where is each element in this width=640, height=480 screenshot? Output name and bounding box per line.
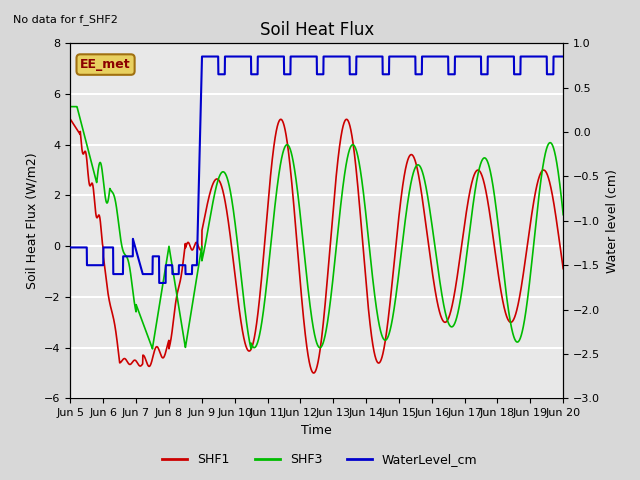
Y-axis label: Water level (cm): Water level (cm): [605, 169, 619, 273]
Text: No data for f_SHF2: No data for f_SHF2: [13, 14, 118, 25]
Text: EE_met: EE_met: [80, 58, 131, 71]
X-axis label: Time: Time: [301, 424, 332, 437]
Legend: SHF1, SHF3, WaterLevel_cm: SHF1, SHF3, WaterLevel_cm: [157, 448, 483, 471]
Title: Soil Heat Flux: Soil Heat Flux: [260, 21, 374, 39]
Y-axis label: Soil Heat Flux (W/m2): Soil Heat Flux (W/m2): [26, 153, 38, 289]
